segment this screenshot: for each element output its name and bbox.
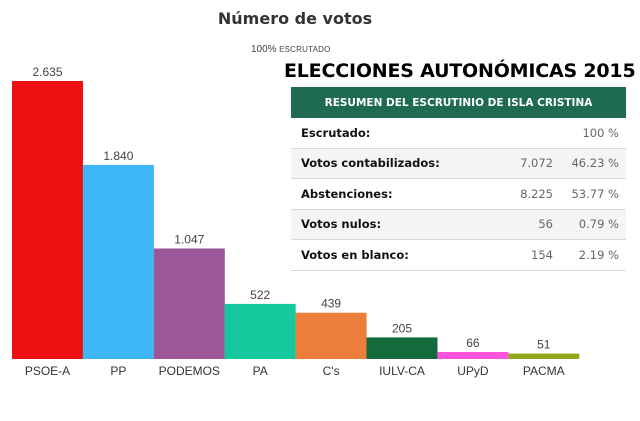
bar-psoe-a (12, 81, 83, 359)
category-label: IULV-CA (379, 364, 425, 378)
summary-row-value: 100 % (582, 125, 619, 140)
bar-value-label: 439 (321, 297, 341, 311)
category-label: PODEMOS (159, 364, 220, 378)
summary-row-abstentions: Abstenciones: 8.225 53.77 % (291, 179, 626, 210)
scrutiny-summary-table: RESUMEN DEL ESCRUTINIO DE ISLA CRISTINA … (291, 87, 626, 271)
summary-row-blank-votes: Votos en blanco: 154 2.19 % (291, 240, 626, 271)
bar-pa (224, 303, 296, 359)
summary-row-label: Escrutado: (301, 125, 371, 140)
bar-value-label: 66 (466, 336, 480, 350)
summary-row-null-votes: Votos nulos: 56 0.79 % (291, 209, 626, 240)
summary-row-label: Abstenciones: (301, 186, 393, 201)
bar-value-label: 522 (250, 288, 270, 302)
scrutinized-percent: 100% (251, 44, 277, 55)
chart-title: Número de votos (217, 9, 373, 28)
scrutinized-status: 100% ESCRUTADO (251, 44, 331, 55)
bar-iulv-ca (366, 337, 438, 359)
summary-row-percent: 46.23 % (571, 156, 619, 171)
bar-value-label: 1.047 (174, 233, 204, 247)
scrutinized-label: ESCRUTADO (279, 45, 331, 54)
bar-upyd (437, 352, 509, 359)
category-label: PA (253, 364, 268, 378)
category-label: PACMA (523, 364, 565, 378)
bar-value-label: 1.840 (103, 149, 133, 163)
category-label: UPyD (457, 364, 489, 378)
category-label: C's (323, 364, 340, 378)
summary-row-label: Votos contabilizados: (301, 156, 440, 171)
summary-row-percent: 53.77 % (571, 186, 619, 201)
summary-row-percent: 2.19 % (578, 247, 619, 262)
bar-podemos (153, 248, 225, 359)
bar-value-label: 51 (537, 338, 551, 352)
summary-row-value: 154 (531, 247, 553, 262)
summary-row-value: 56 (538, 217, 553, 232)
summary-row-percent: 0.79 % (578, 217, 619, 232)
summary-row-label: Votos en blanco: (301, 247, 409, 262)
summary-row-value: 7.072 (520, 156, 553, 171)
summary-row-label: Votos nulos: (301, 217, 382, 232)
summary-row-counted-votes: Votos contabilizados: 7.072 46.23 % (291, 148, 626, 179)
summary-row-value: 8.225 (520, 186, 553, 201)
bar-value-label: 2.635 (32, 65, 62, 79)
summary-header: RESUMEN DEL ESCRUTINIO DE ISLA CRISTINA (291, 87, 626, 118)
summary-row-scrutinized: Escrutado: 100 % (291, 118, 626, 149)
elections-heading: ELECCIONES AUTONÓMICAS 2015 (284, 60, 636, 82)
bar-value-label: 205 (392, 321, 412, 335)
bar-pacma (508, 353, 580, 359)
category-label: PP (110, 364, 126, 378)
category-label: PSOE-A (25, 364, 70, 378)
bar-c-s (295, 312, 367, 359)
bar-pp (82, 164, 154, 359)
